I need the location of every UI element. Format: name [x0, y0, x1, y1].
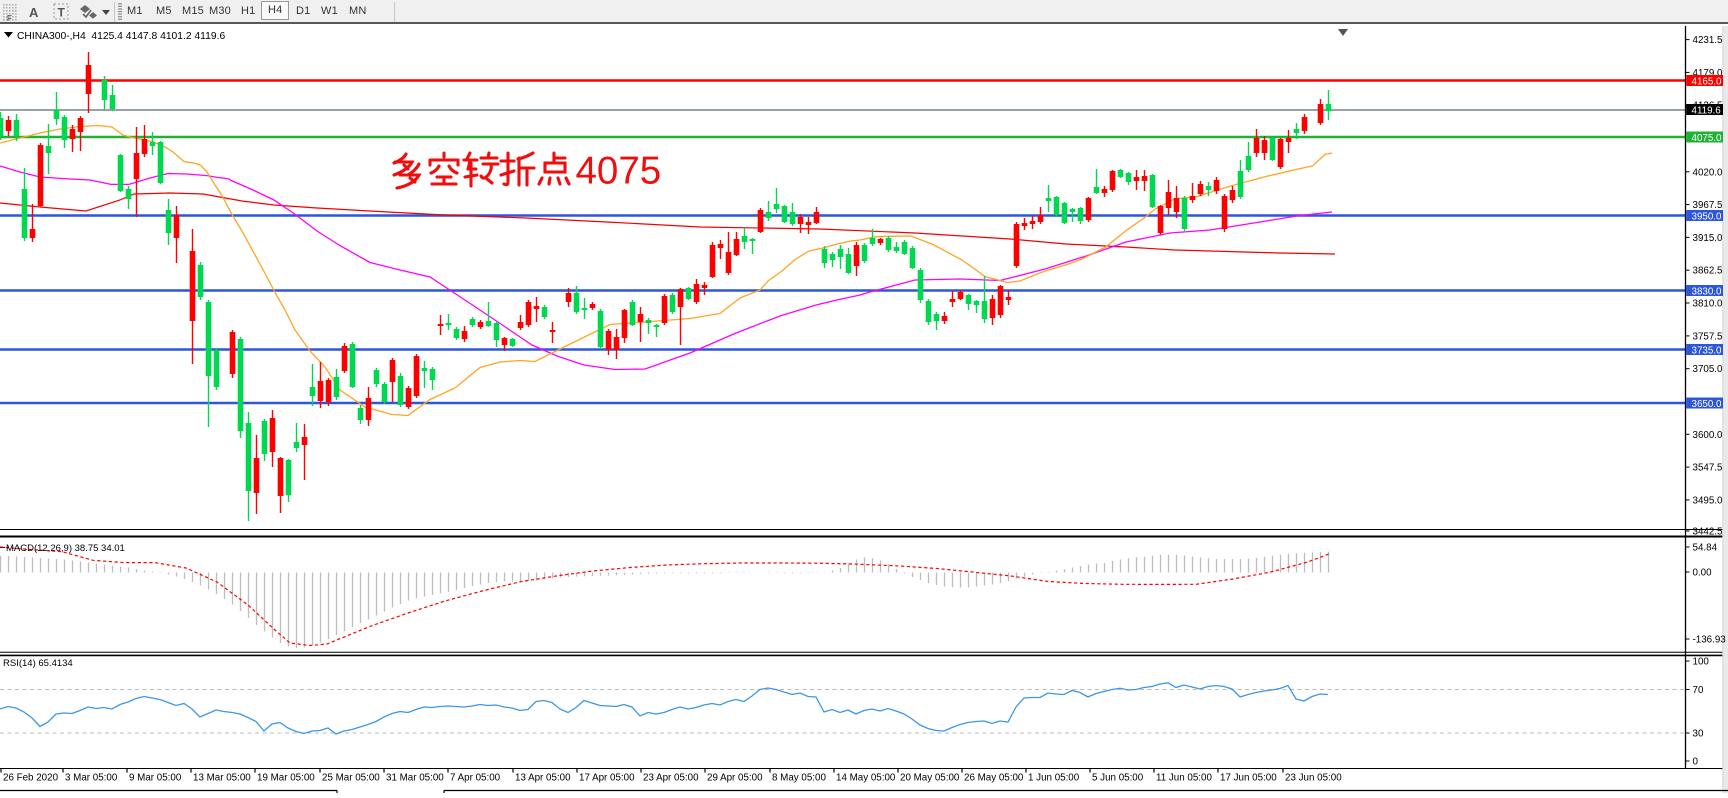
svg-text:3 Mar 05:00: 3 Mar 05:00 — [65, 773, 118, 784]
svg-text:30: 30 — [1693, 729, 1704, 740]
svg-text:4179.0: 4179.0 — [1693, 68, 1724, 79]
svg-text:4231.5: 4231.5 — [1693, 35, 1724, 46]
svg-text:0.00: 0.00 — [1693, 568, 1713, 579]
svg-text:1 Jun 05:00: 1 Jun 05:00 — [1028, 773, 1080, 784]
svg-text:4165.0: 4165.0 — [1692, 76, 1723, 87]
svg-text:70: 70 — [1693, 685, 1704, 696]
svg-text:3495.0: 3495.0 — [1693, 495, 1724, 506]
svg-text:7 Apr 05:00: 7 Apr 05:00 — [450, 773, 501, 784]
svg-text:RSI(14) 65.4134: RSI(14) 65.4134 — [3, 658, 73, 669]
svg-text:0: 0 — [1693, 757, 1699, 768]
svg-text:23 Apr 05:00: 23 Apr 05:00 — [643, 773, 699, 784]
svg-text:3915.0: 3915.0 — [1693, 233, 1724, 244]
svg-text:26 Feb 2020: 26 Feb 2020 — [3, 773, 59, 784]
svg-text:T: T — [58, 6, 66, 20]
svg-text:3830.0: 3830.0 — [1692, 286, 1723, 297]
svg-text:3735.0: 3735.0 — [1692, 345, 1723, 356]
svg-text:3950.0: 3950.0 — [1692, 211, 1723, 222]
svg-text:3547.5: 3547.5 — [1693, 463, 1724, 474]
svg-text:29 Apr 05:00: 29 Apr 05:00 — [707, 773, 763, 784]
svg-text:3442.5: 3442.5 — [1693, 527, 1724, 538]
svg-text:23 Jun 05:00: 23 Jun 05:00 — [1285, 773, 1342, 784]
svg-text:-136.93: -136.93 — [1693, 635, 1727, 646]
svg-text:19 Mar 05:00: 19 Mar 05:00 — [257, 773, 315, 784]
svg-text:17 Jun 05:00: 17 Jun 05:00 — [1220, 773, 1277, 784]
svg-text:11 Jun 05:00: 11 Jun 05:00 — [1156, 773, 1212, 784]
svg-text:3810.0: 3810.0 — [1693, 299, 1724, 310]
svg-text:F: F — [7, 14, 12, 23]
svg-text:3757.5: 3757.5 — [1693, 331, 1724, 342]
svg-text:4075: 4075 — [576, 150, 662, 193]
svg-text:MACD(12,26,9) 38.75 34.01: MACD(12,26,9) 38.75 34.01 — [6, 543, 125, 554]
svg-text:5 Jun 05:00: 5 Jun 05:00 — [1092, 773, 1144, 784]
svg-text:20 May 05:00: 20 May 05:00 — [900, 773, 960, 784]
svg-text:3600.0: 3600.0 — [1693, 430, 1724, 441]
svg-text:CHINA300-,H4 4125.4 4147.8 41: CHINA300-,H4 4125.4 4147.8 4101.2 4119.6 — [17, 31, 225, 42]
svg-text:9 Mar 05:00: 9 Mar 05:00 — [129, 773, 182, 784]
svg-text:3650.0: 3650.0 — [1692, 399, 1723, 410]
svg-text:4020.0: 4020.0 — [1693, 167, 1724, 178]
svg-text:3705.0: 3705.0 — [1693, 364, 1724, 375]
svg-text:25 Mar 05:00: 25 Mar 05:00 — [322, 773, 380, 784]
svg-text:3862.5: 3862.5 — [1693, 266, 1724, 277]
svg-text:17 Apr 05:00: 17 Apr 05:00 — [579, 773, 635, 784]
svg-text:4075.0: 4075.0 — [1692, 133, 1723, 144]
svg-text:26 May 05:00: 26 May 05:00 — [964, 773, 1024, 784]
svg-text:A: A — [29, 5, 39, 20]
svg-text:8 May 05:00: 8 May 05:00 — [772, 773, 826, 784]
svg-text:4119.6: 4119.6 — [1692, 105, 1722, 116]
svg-text:13 Mar 05:00: 13 Mar 05:00 — [193, 773, 251, 784]
svg-text:100: 100 — [1693, 657, 1710, 668]
svg-text:31 Mar 05:00: 31 Mar 05:00 — [386, 773, 444, 784]
svg-text:13 Apr 05:00: 13 Apr 05:00 — [515, 773, 571, 784]
svg-text:14 May 05:00: 14 May 05:00 — [836, 773, 896, 784]
svg-text:3967.5: 3967.5 — [1693, 200, 1724, 211]
svg-text:54.84: 54.84 — [1693, 543, 1718, 554]
